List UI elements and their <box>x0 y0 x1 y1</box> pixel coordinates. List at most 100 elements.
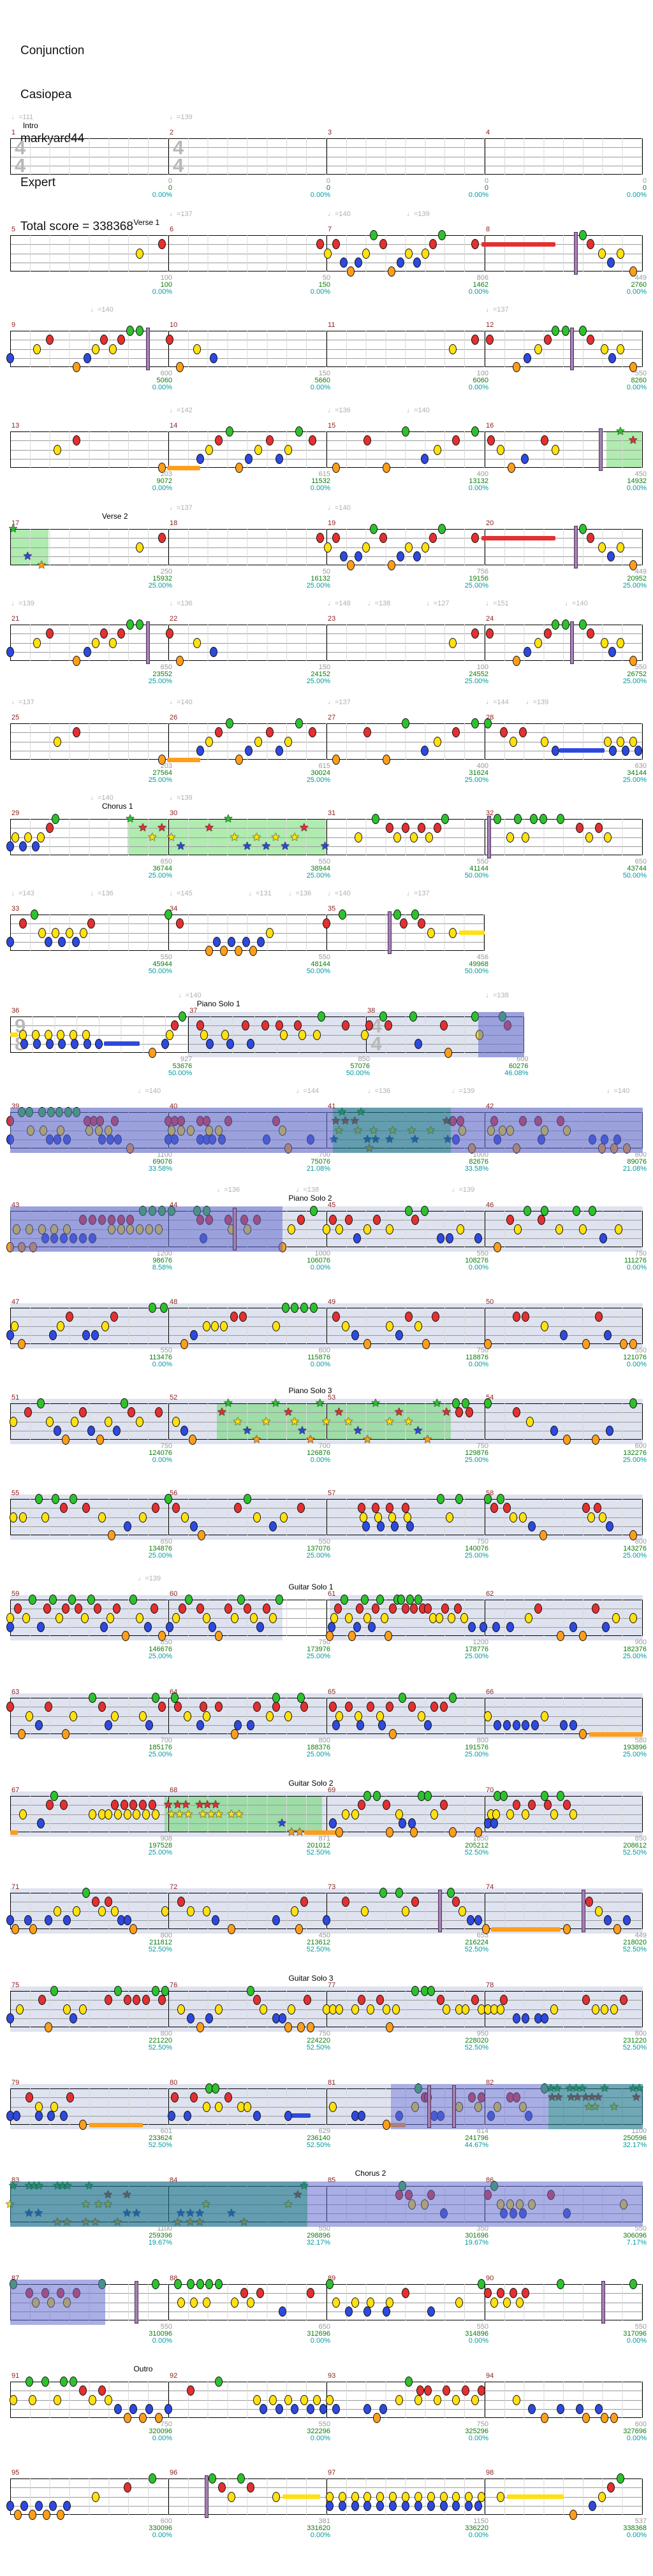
note-Y <box>541 1711 549 1721</box>
note-O <box>28 2510 36 2520</box>
measure-sp-percent: 50.00% <box>346 1069 370 1077</box>
measure-base-score: 750 <box>476 1538 488 1545</box>
note-O <box>42 2510 50 2520</box>
note-G <box>34 1494 43 1504</box>
note-Y <box>139 1512 147 1523</box>
note-G <box>399 1693 407 1703</box>
measure-grid <box>10 723 168 760</box>
star-note-Y: ★ <box>233 1415 243 1428</box>
measure-base-score: 600 <box>160 370 172 377</box>
note-Y <box>142 1809 150 1820</box>
note-Y <box>330 1612 338 1623</box>
note-R <box>215 727 223 738</box>
note-R <box>402 1603 409 1614</box>
measure-sp-percent: 25.00% <box>464 1653 488 1660</box>
star-note-B: ★ <box>22 549 33 562</box>
note-B <box>399 1818 407 1828</box>
phrase-marker <box>601 2281 605 2324</box>
measure-number: 76 <box>170 1981 178 1989</box>
tempo-marker: ♩=139 <box>406 210 430 218</box>
note-R <box>253 1702 261 1712</box>
note-G <box>237 2473 246 2484</box>
note-O <box>512 656 520 666</box>
note-B <box>512 2013 520 2023</box>
section-label: Verse 1 <box>133 218 160 227</box>
measure-base-score: 0 <box>484 177 488 185</box>
note-Y <box>177 2004 185 2015</box>
measure-base-score: 650 <box>635 858 647 865</box>
note-B <box>189 1521 198 1531</box>
song-title: Conjunction <box>20 44 85 57</box>
note-B <box>189 1329 198 1340</box>
measure-total-score: 75076 <box>311 1158 330 1166</box>
measure-base-score: 0 <box>326 177 330 185</box>
star-note-Y: ★ <box>251 830 262 843</box>
note-B <box>45 1038 54 1049</box>
note-G <box>557 814 565 824</box>
tempo-marker: ♩=139 <box>525 698 549 706</box>
measure-grid <box>168 1403 326 1440</box>
measure-number: 79 <box>11 2079 20 2087</box>
note-B <box>413 551 421 561</box>
measure-total-score: 5060 <box>156 377 172 384</box>
note-G <box>178 1011 186 1022</box>
measure-sp-percent: 52.50% <box>148 2044 172 2051</box>
note-R <box>272 1702 280 1712</box>
note-G <box>30 909 38 920</box>
note-R <box>82 1503 91 1514</box>
note-Y <box>457 1224 465 1234</box>
note-G <box>310 1206 318 1216</box>
note-Y <box>186 1906 194 1916</box>
note-G <box>437 230 446 240</box>
note-G <box>376 1595 385 1605</box>
song-artist: Casiopea <box>20 88 72 101</box>
section-label: Guitar Solo 1 <box>288 1582 334 1591</box>
measure-base-score: 449 <box>635 274 647 282</box>
measure-total-score: 0 <box>168 184 172 192</box>
note-R <box>44 1702 52 1712</box>
note-O <box>409 1827 418 1837</box>
measure-grid <box>485 431 643 468</box>
note-G <box>126 326 135 336</box>
measure-number: 47 <box>11 1298 20 1306</box>
note-Y <box>18 1029 27 1040</box>
note-B <box>268 1521 277 1531</box>
note-B <box>474 2500 483 2511</box>
note-B <box>377 1521 385 1531</box>
measure-total-score: 60276 <box>508 1062 529 1070</box>
note-Y <box>205 736 214 747</box>
tempo-marker: ♩=137 <box>169 504 193 512</box>
note-B <box>569 1621 577 1632</box>
measure-sp-percent: 52.50% <box>464 1946 488 1953</box>
note-Y <box>202 1906 210 1916</box>
note-R <box>357 1503 365 1514</box>
note-B <box>6 2013 14 2023</box>
note-R <box>404 1312 413 1322</box>
measure-grid <box>326 1796 485 1832</box>
note-Y <box>386 1321 394 1331</box>
note-B <box>234 1719 242 1730</box>
note-Y <box>88 1809 96 1820</box>
note-G <box>82 1888 91 1898</box>
note-O <box>483 1339 492 1349</box>
measure-number: 18 <box>170 519 178 527</box>
measure-sp-percent: 25.00% <box>622 677 647 685</box>
note-G <box>423 1791 432 1801</box>
note-Y <box>9 2394 17 2405</box>
measure-base-score: 50 <box>322 568 330 575</box>
note-O <box>235 755 244 765</box>
note-B <box>423 1719 432 1730</box>
measure-total-score: 15932 <box>152 575 172 582</box>
tempo-marker: ♩=140 <box>327 210 351 218</box>
measure-sp-percent: 25.00% <box>306 1751 330 1758</box>
note-Y <box>402 1906 409 1916</box>
measure-total-score: 185176 <box>149 1744 172 1751</box>
note-R <box>522 1312 530 1322</box>
measure-number: 63 <box>11 1688 20 1696</box>
measure-base-score: 456 <box>476 953 488 961</box>
note-Y <box>231 1612 239 1623</box>
measure-sp-percent: 52.50% <box>306 1946 330 1953</box>
note-Y <box>202 2101 210 2112</box>
note-B <box>167 2110 175 2121</box>
measure-total-score: 48144 <box>311 960 330 968</box>
